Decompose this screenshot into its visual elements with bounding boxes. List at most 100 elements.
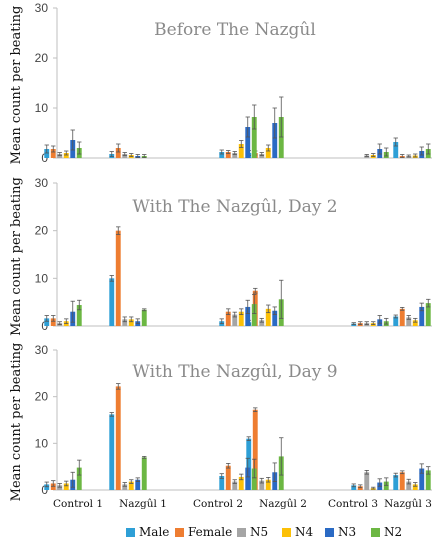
bar <box>76 467 82 490</box>
legend-label: N3 <box>338 525 356 539</box>
bar <box>44 149 50 158</box>
bar <box>351 485 357 490</box>
bar <box>115 386 121 490</box>
bar <box>245 127 251 158</box>
y-axis-label: Mean count per beating <box>9 343 24 502</box>
bar <box>115 230 121 326</box>
bar <box>128 319 134 326</box>
panel-title: Before The Nazgûl <box>154 20 316 40</box>
bar <box>122 154 128 158</box>
y-tick-label: 20 <box>35 224 49 238</box>
bar <box>265 308 271 326</box>
bar <box>141 457 147 490</box>
bar <box>238 476 244 490</box>
x-category-label: Control 2 <box>193 498 243 510</box>
bar <box>399 308 405 326</box>
bar <box>232 314 238 326</box>
bar <box>251 304 257 326</box>
bar <box>238 311 244 326</box>
bar <box>57 154 63 158</box>
bar <box>50 149 56 158</box>
bar <box>251 117 257 158</box>
bar <box>252 409 258 490</box>
bar <box>63 153 69 158</box>
bar <box>259 480 265 490</box>
bar <box>122 484 128 490</box>
legend-swatch <box>371 528 380 537</box>
bar <box>128 481 134 490</box>
bar <box>399 472 405 490</box>
y-axis-label: Mean count per beating <box>9 177 24 336</box>
bar <box>141 309 147 326</box>
bar <box>44 484 50 490</box>
bar <box>383 481 389 490</box>
bar <box>76 305 82 326</box>
y-tick-label: 20 <box>35 390 49 404</box>
bar <box>232 481 238 490</box>
bar <box>259 154 265 158</box>
legend-label: N4 <box>295 525 314 539</box>
bar <box>225 152 231 158</box>
bar <box>44 318 50 326</box>
bar <box>393 142 399 158</box>
bar <box>225 311 231 326</box>
legend-swatch <box>325 528 334 537</box>
bar <box>265 479 271 490</box>
panel-title: With The Nazgûl, Day 2 <box>132 197 337 217</box>
legend-label: Male <box>139 525 169 539</box>
y-tick-label: 30 <box>35 1 49 15</box>
bar <box>57 485 63 490</box>
bar <box>278 117 284 158</box>
y-tick-label: 10 <box>35 436 49 450</box>
legend-label: N2 <box>384 525 402 539</box>
bar <box>272 310 278 326</box>
bar <box>412 320 418 326</box>
bar <box>238 144 244 158</box>
bar <box>406 481 412 490</box>
legend-swatch <box>175 528 184 537</box>
bar <box>265 148 271 158</box>
bar <box>225 465 231 490</box>
legend-label: N5 <box>250 525 268 539</box>
bar <box>259 320 265 326</box>
bar <box>364 472 370 490</box>
bar <box>357 486 363 490</box>
bar <box>122 319 128 326</box>
legend-label: Female <box>188 525 232 539</box>
bar <box>406 317 412 326</box>
x-category-label: Control 1 <box>53 498 103 510</box>
bar <box>50 318 56 326</box>
panel-title: With The Nazgûl, Day 9 <box>132 362 337 382</box>
x-category-label: Control 3 <box>328 498 378 510</box>
bar <box>245 467 251 490</box>
bar <box>393 475 399 490</box>
y-tick-label: 10 <box>35 271 49 285</box>
bar <box>109 278 115 326</box>
x-category-label: Nazgûl 3 <box>384 498 432 510</box>
bar <box>50 483 56 490</box>
bar <box>109 414 115 490</box>
bar <box>246 438 252 490</box>
y-tick-label: 20 <box>35 51 49 65</box>
legend-swatch <box>282 528 291 537</box>
bar <box>232 153 238 158</box>
bar <box>135 479 141 490</box>
bar <box>251 468 257 490</box>
x-category-label: Nazgûl 2 <box>259 498 307 510</box>
legend-swatch <box>237 528 246 537</box>
y-axis-label: Mean count per beating <box>9 6 24 165</box>
bar <box>219 476 225 490</box>
bar <box>115 148 121 158</box>
bar <box>425 470 431 490</box>
bar <box>219 152 225 158</box>
bar <box>425 303 431 326</box>
bar <box>245 306 251 326</box>
bar <box>63 483 69 490</box>
y-tick-label: 30 <box>35 343 49 357</box>
x-category-label: Nazgûl 1 <box>119 498 167 510</box>
legend-swatch <box>126 528 135 537</box>
bar <box>412 484 418 490</box>
bar <box>393 316 399 326</box>
y-tick-label: 30 <box>35 176 49 190</box>
